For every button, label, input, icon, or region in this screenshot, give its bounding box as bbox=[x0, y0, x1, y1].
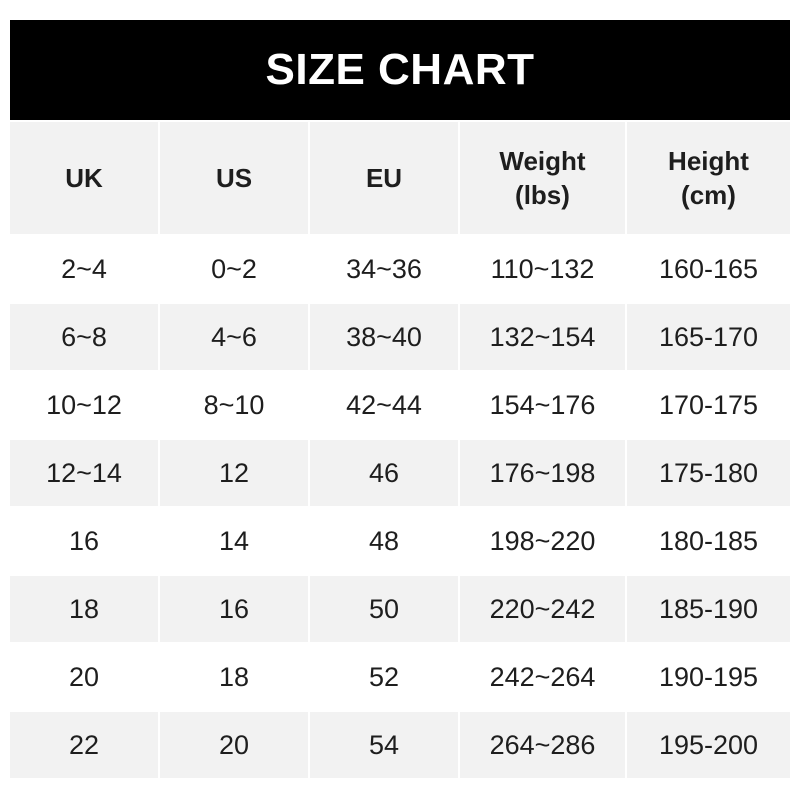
table-cell: 242~264 bbox=[489, 661, 596, 692]
table-cell: 14 bbox=[218, 525, 250, 556]
table-cell: 18 bbox=[218, 661, 250, 692]
table-cell: 12 bbox=[160, 440, 308, 506]
table-cell: 6~8 bbox=[10, 304, 158, 370]
table-cell: 185-190 bbox=[627, 576, 790, 642]
table-cell: 220~242 bbox=[460, 576, 625, 642]
table-cell: 165-170 bbox=[627, 304, 790, 370]
column-header: Weight (lbs) bbox=[460, 122, 625, 234]
table-cell: 16 bbox=[68, 525, 100, 556]
table-cell: 16 bbox=[160, 576, 308, 642]
table-cell: 180-185 bbox=[658, 525, 759, 556]
table-cell: 176~198 bbox=[460, 440, 625, 506]
table-cell: 22 bbox=[10, 712, 158, 778]
table-cell: 54 bbox=[310, 712, 458, 778]
table-cell: 46 bbox=[310, 440, 458, 506]
column-header: EU bbox=[310, 122, 458, 234]
table-cell: 132~154 bbox=[460, 304, 625, 370]
table-cell: 20 bbox=[160, 712, 308, 778]
table-cell: 0~2 bbox=[211, 253, 257, 284]
table-cell: 154~176 bbox=[489, 389, 596, 420]
size-chart-title: SIZE CHART bbox=[10, 20, 790, 120]
table-cell: 34~36 bbox=[346, 253, 422, 284]
table-cell: 18 bbox=[10, 576, 158, 642]
table-cell: 10~12 bbox=[46, 389, 122, 420]
table-cell: 48 bbox=[368, 525, 400, 556]
table-cell: 4~6 bbox=[160, 304, 308, 370]
size-chart-table: UK US EU Weight (lbs) Height (cm) 2~4 0~2 34~36… bbox=[10, 122, 790, 778]
table-cell: 170-175 bbox=[658, 389, 759, 420]
column-header: US bbox=[160, 122, 308, 234]
table-cell: 190-195 bbox=[658, 661, 759, 692]
table-cell: 12~14 bbox=[10, 440, 158, 506]
table-cell: 264~286 bbox=[460, 712, 625, 778]
table-cell: 175-180 bbox=[627, 440, 790, 506]
table-cell: 195-200 bbox=[627, 712, 790, 778]
table-cell: 160-165 bbox=[658, 253, 759, 284]
table-cell: 20 bbox=[68, 661, 100, 692]
table-cell: 8~10 bbox=[203, 389, 265, 420]
table-cell: 2~4 bbox=[61, 253, 107, 284]
table-cell: 198~220 bbox=[489, 525, 596, 556]
column-header: UK bbox=[10, 122, 158, 234]
table-cell: 42~44 bbox=[346, 389, 422, 420]
table-cell: 50 bbox=[310, 576, 458, 642]
column-header: Height (cm) bbox=[627, 122, 790, 234]
table-cell: 110~132 bbox=[490, 253, 595, 284]
table-cell: 52 bbox=[368, 661, 400, 692]
table-cell: 38~40 bbox=[310, 304, 458, 370]
